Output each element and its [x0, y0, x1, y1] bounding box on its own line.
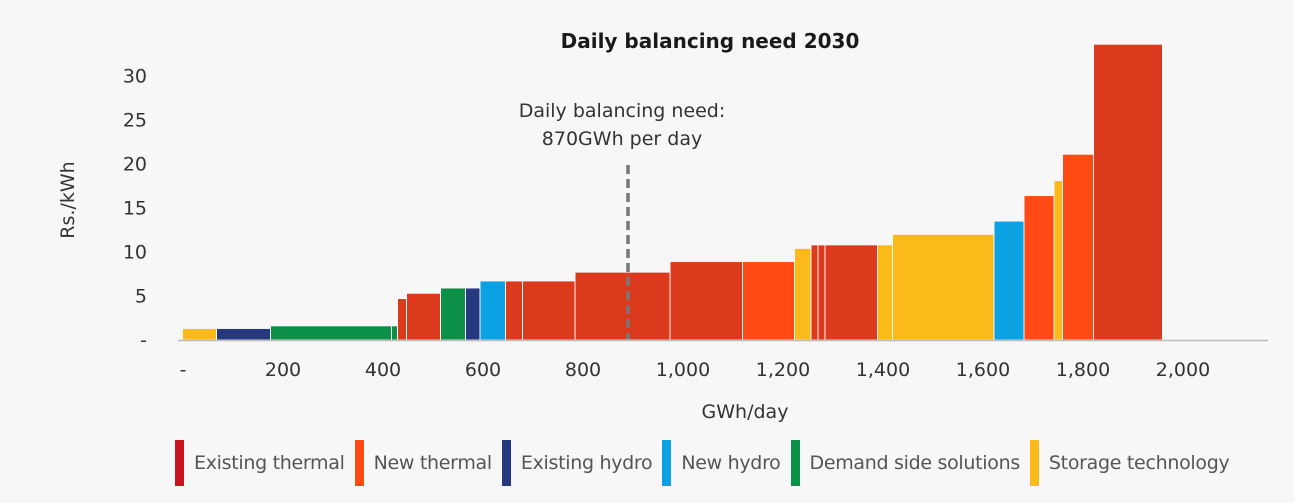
bar-segment-4 [392, 326, 397, 340]
x-tick-label-6: 1,000 [656, 359, 710, 381]
bar-segment-14 [743, 262, 794, 340]
x-tick-label-10: 1,800 [1056, 359, 1110, 381]
bar-segment-6 [407, 293, 440, 340]
bar-segment-9 [480, 281, 505, 340]
y-axis-label: Rs./kWh [57, 161, 79, 238]
legend-swatch [501, 440, 511, 486]
legend-item-5: Demand side solutions [790, 440, 1021, 486]
legend-label: Demand side solutions [809, 452, 1021, 474]
axes-group: - 5 10 15 20 25 30 - 200 400 600 800 1,000 1,200 1,400… [123, 66, 1268, 381]
bars-group [183, 44, 1162, 340]
annotation-line-2: 870GWh per day [542, 128, 702, 150]
x-tick-label-5: 800 [565, 359, 601, 381]
y-tick-label-7: 30 [123, 66, 147, 88]
bar-segment-3 [271, 326, 391, 340]
legend-swatch [354, 440, 364, 486]
bar-segment-12 [575, 272, 670, 340]
bar-segment-8 [466, 288, 480, 340]
legend-label: Existing hydro [520, 452, 653, 474]
chart-svg: Daily balancing need 2030 Daily balancin… [57, 29, 1268, 423]
bar-segment-11 [523, 281, 575, 340]
legend-swatch [1029, 440, 1039, 486]
bar-segment-13 [670, 262, 742, 340]
legend-item-1: Existing thermal [175, 440, 345, 486]
x-tick-label-4: 600 [465, 359, 501, 381]
x-tick-label-3: 400 [365, 359, 401, 381]
y-tick-label-1: - [140, 330, 147, 352]
y-tick-label-5: 20 [123, 154, 147, 176]
y-tick-label-2: 5 [135, 286, 147, 308]
bar-segment-15 [795, 248, 811, 340]
annotation-line-1: Daily balancing need: [519, 100, 726, 122]
bar-segment-21 [994, 221, 1024, 340]
legend-label: New hydro [681, 452, 781, 474]
legend-label: Existing thermal [194, 452, 345, 474]
legend-item-4: New hydro [662, 440, 781, 486]
y-tick-label-4: 15 [123, 198, 147, 220]
bar-segment-7 [441, 288, 465, 340]
bar-segment-2 [217, 328, 270, 340]
legend-swatch [175, 440, 184, 486]
legend-swatch [790, 440, 800, 486]
bar-segment-10 [506, 281, 522, 340]
bar-segment-23 [1054, 181, 1062, 340]
x-axis-label: GWh/day [702, 401, 789, 423]
bar-segment-20 [893, 234, 994, 340]
bar-segment-16 [811, 245, 818, 340]
x-tick-label-7: 1,200 [756, 359, 810, 381]
bar-segment-19 [878, 245, 892, 340]
bar-segment-22 [1024, 196, 1054, 340]
x-tick-label-8: 1,400 [856, 359, 910, 381]
y-tick-label-3: 10 [123, 242, 147, 264]
legend-swatch [662, 440, 672, 486]
x-tick-label-11: 2,000 [1156, 359, 1210, 381]
bar-segment-1 [183, 328, 216, 340]
y-tick-label-6: 25 [123, 110, 147, 132]
legend: Existing thermal New thermal Existing hydr… [175, 440, 1239, 486]
bar-segment-17 [818, 245, 825, 340]
legend-item-6: Storage technology [1029, 440, 1230, 486]
legend-label: New thermal [373, 452, 493, 474]
bar-segment-24 [1063, 154, 1093, 340]
bar-segment-5 [398, 299, 406, 340]
legend-item-3: Existing hydro [501, 440, 653, 486]
annotation-group: Daily balancing need: 870GWh per day [519, 100, 726, 340]
bar-segment-18 [825, 245, 877, 340]
legend-label: Storage technology [1048, 452, 1230, 474]
chart-title: Daily balancing need 2030 [561, 29, 860, 53]
bar-segment-25 [1094, 44, 1162, 340]
x-tick-label-2: 200 [265, 359, 301, 381]
x-tick-label-1: - [180, 359, 187, 381]
legend-item-2: New thermal [354, 440, 493, 486]
x-tick-label-9: 1,600 [956, 359, 1010, 381]
